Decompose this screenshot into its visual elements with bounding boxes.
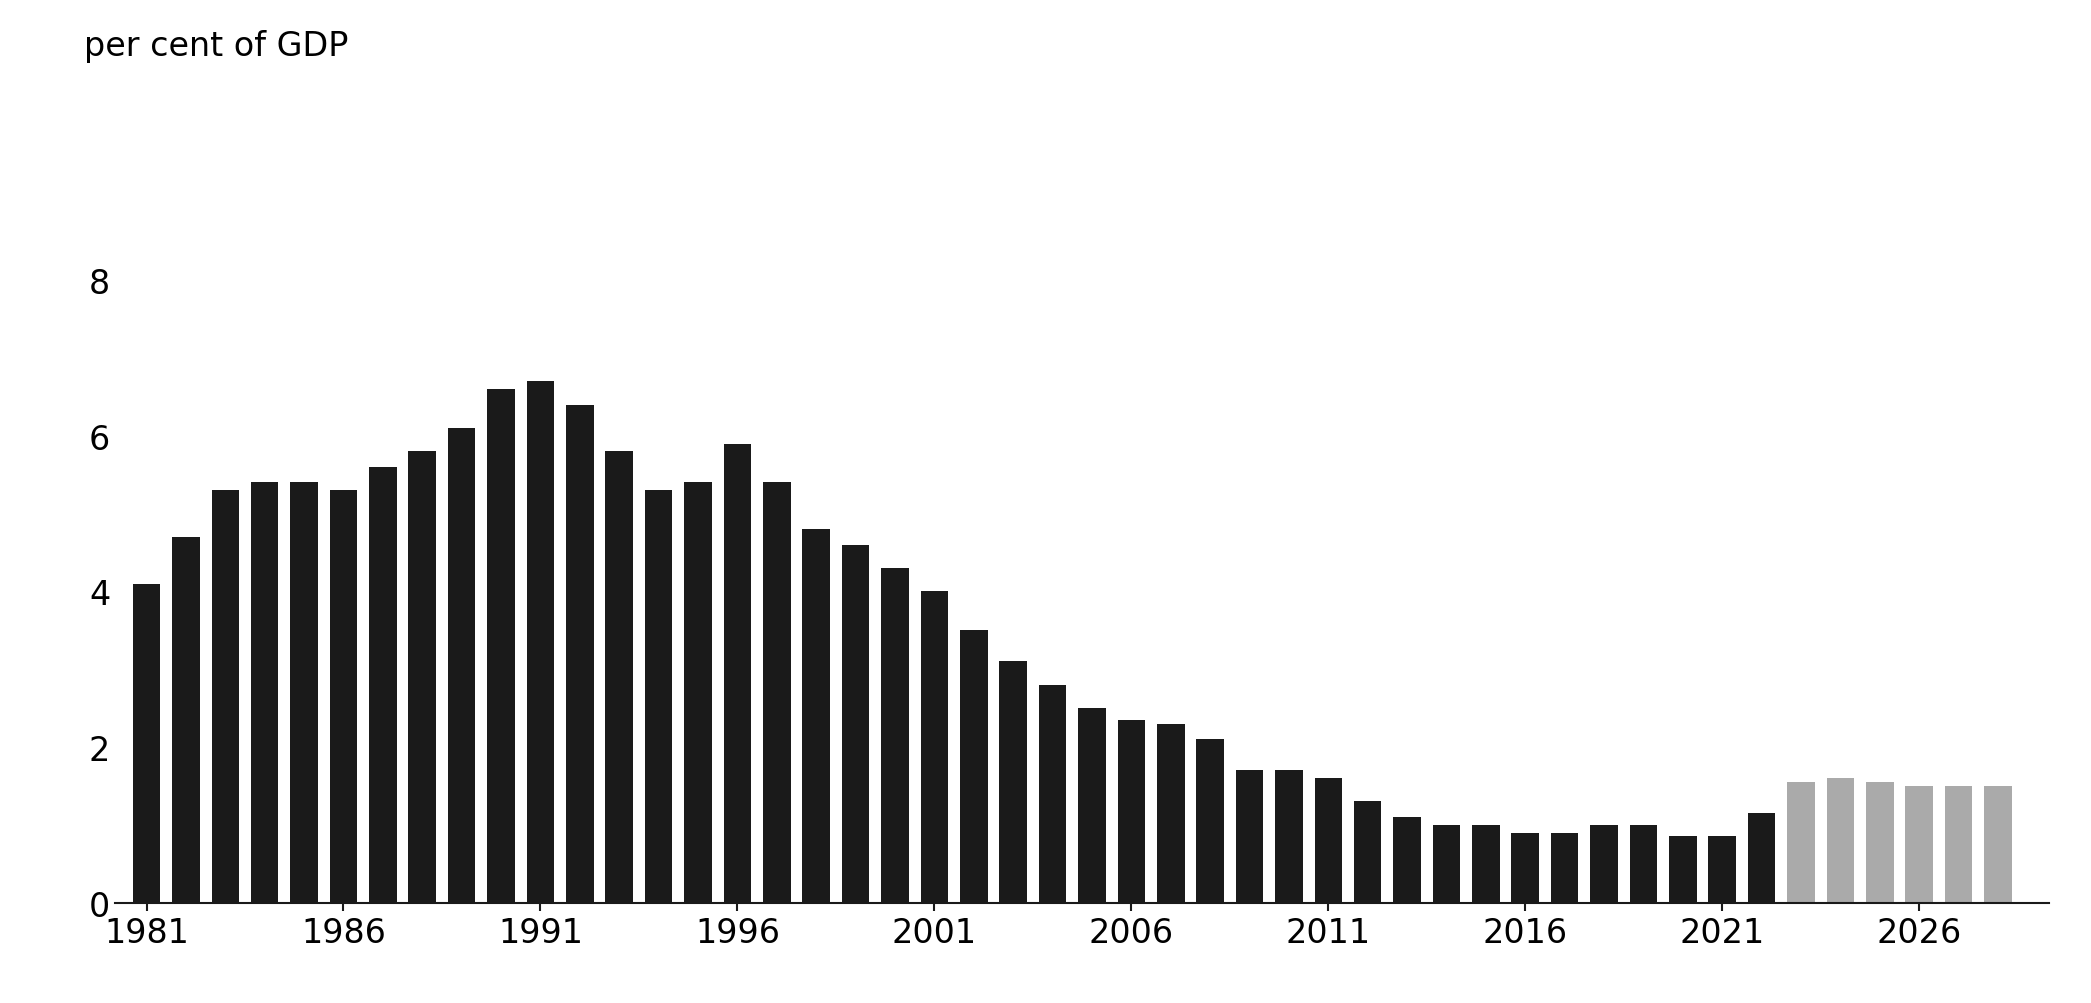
Bar (606, 451, 634, 903)
Bar (1865, 782, 1894, 903)
Bar (132, 584, 161, 903)
Bar (1079, 708, 1106, 903)
Bar (408, 451, 437, 903)
Bar (171, 538, 201, 903)
Bar (920, 592, 947, 903)
Bar (567, 405, 594, 903)
Bar (763, 482, 790, 903)
Bar (370, 467, 397, 903)
Bar (1117, 720, 1146, 903)
Bar (1905, 786, 1932, 903)
Bar (447, 428, 475, 903)
Bar (1629, 824, 1658, 903)
Bar (1393, 817, 1422, 903)
Bar (723, 444, 751, 903)
Bar (1748, 813, 1775, 903)
Bar (1353, 801, 1382, 903)
Bar (684, 482, 711, 903)
Bar (843, 546, 870, 903)
Bar (1236, 770, 1263, 903)
Bar (1432, 824, 1460, 903)
Bar (527, 382, 554, 903)
Bar (880, 569, 910, 903)
Bar (211, 490, 238, 903)
Bar (251, 482, 278, 903)
Bar (1552, 832, 1579, 903)
Bar (999, 662, 1027, 903)
Bar (291, 482, 318, 903)
Bar (1315, 778, 1342, 903)
Bar (1945, 786, 1972, 903)
Bar (1472, 824, 1499, 903)
Bar (960, 631, 987, 903)
Bar (487, 389, 514, 903)
Bar (1039, 685, 1066, 903)
Bar (803, 530, 830, 903)
Bar (1669, 837, 1696, 903)
Bar (1196, 739, 1223, 903)
Bar (1276, 770, 1303, 903)
Bar (1708, 837, 1736, 903)
Bar (1984, 786, 2012, 903)
Bar (1788, 782, 1815, 903)
Bar (1512, 832, 1539, 903)
Bar (644, 490, 673, 903)
Bar (1828, 778, 1855, 903)
Text: per cent of GDP: per cent of GDP (84, 30, 347, 63)
Bar (1156, 724, 1184, 903)
Bar (330, 490, 358, 903)
Bar (1591, 824, 1618, 903)
